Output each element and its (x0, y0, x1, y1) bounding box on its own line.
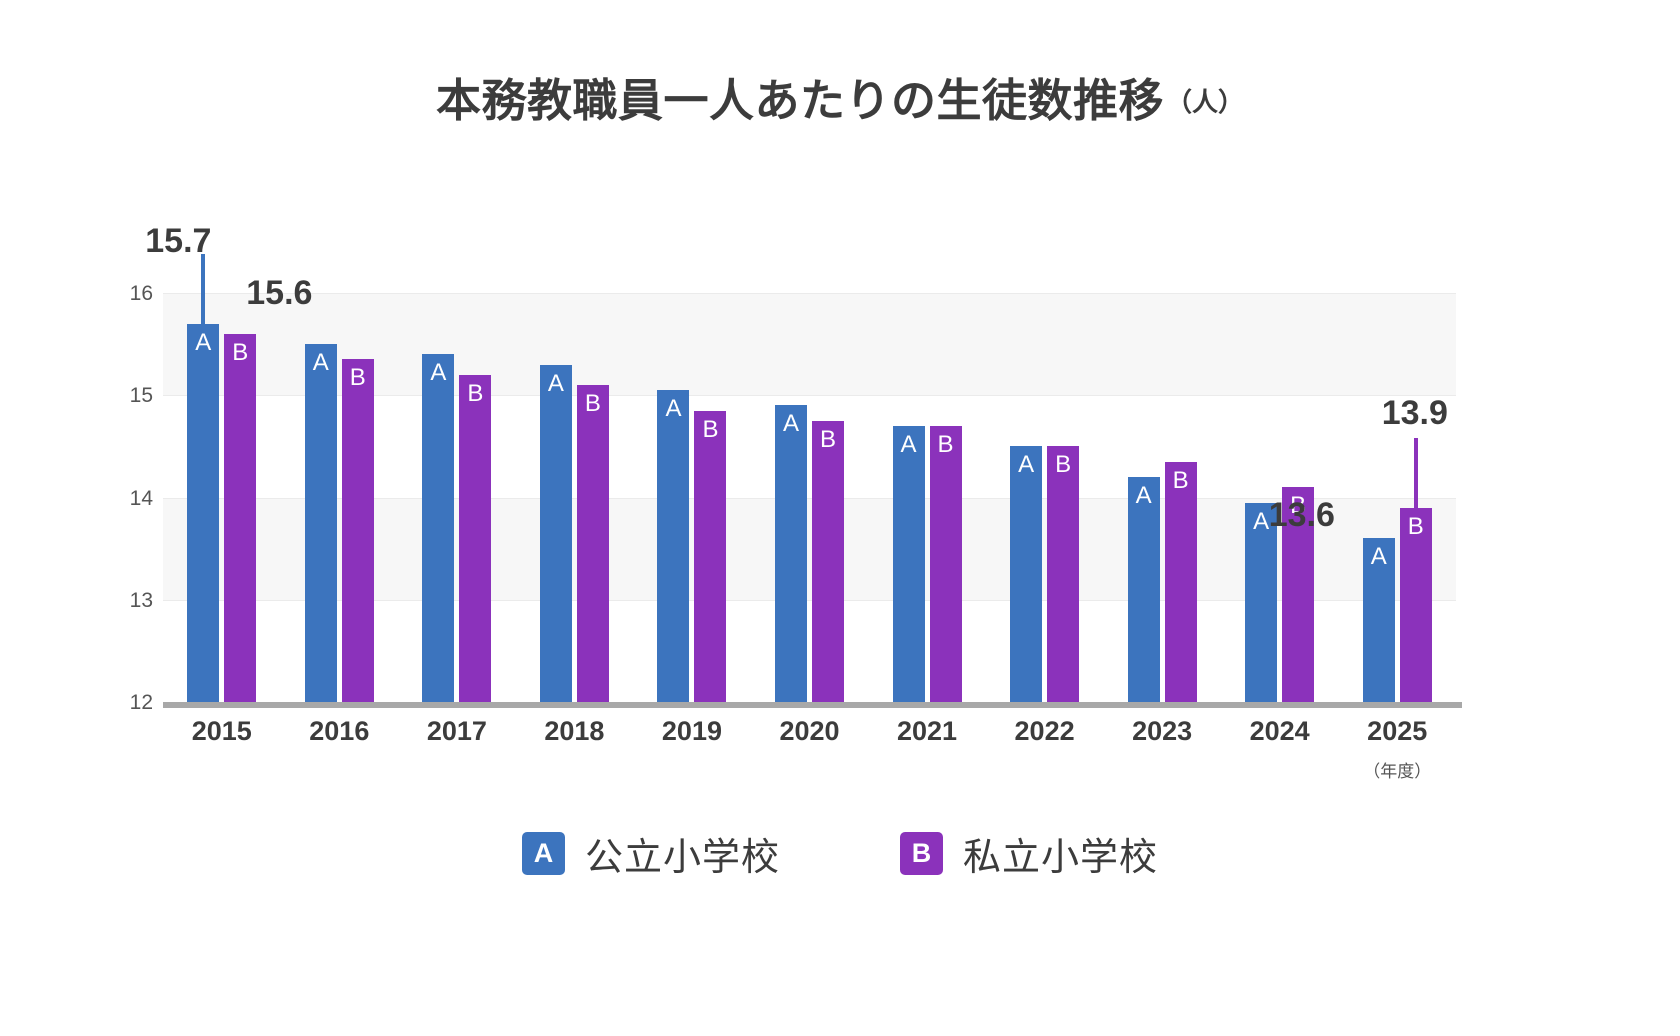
y-axis-tick-label: 16 (129, 282, 153, 305)
x-axis-line (163, 702, 1462, 708)
bar-a-2025[interactable]: A (1362, 538, 1395, 702)
bar-a-2024[interactable]: A (1245, 502, 1278, 702)
callout-leader-line (201, 253, 206, 326)
gridline (163, 599, 1456, 601)
legend-item-b[interactable]: B 私立小学校 (900, 826, 1158, 881)
bar-series-letter: A (312, 349, 329, 377)
bar-a-2021[interactable]: A (892, 425, 925, 702)
legend-swatch-a: A (521, 832, 565, 875)
bar-series-letter: B (819, 425, 836, 453)
x-axis-tick-2018: 2018 (544, 716, 605, 746)
bar-series-letter: B (1290, 492, 1307, 520)
y-axis-tick-label: 13 (129, 588, 153, 612)
bar-a-2023[interactable]: A (1127, 477, 1160, 702)
bar-series-letter: A (1253, 507, 1270, 535)
bar-series-letter: A (782, 410, 799, 438)
bar-series-letter: B (232, 338, 249, 366)
bar-a-2015[interactable]: A (187, 323, 220, 702)
bar-b-2021[interactable]: B (929, 425, 962, 702)
legend-swatch-b: B (900, 832, 943, 875)
x-axis-tick-2020: 2020 (779, 716, 840, 746)
bar-series-letter: B (1172, 466, 1189, 494)
bar-b-2025[interactable]: B (1399, 507, 1432, 702)
x-axis-tick-2022: 2022 (1014, 716, 1075, 746)
bar-series-letter: B (467, 379, 484, 407)
bar-b-2018[interactable]: B (576, 385, 609, 702)
bar-a-2020[interactable]: A (775, 405, 807, 702)
gridline (163, 395, 1456, 397)
value-callout-a-2015: 15.7 (145, 221, 212, 260)
x-axis-unit-label: （年度） (1363, 762, 1432, 781)
bar-series-letter: B (937, 430, 954, 458)
title-main-text: 本務教職員一人あたりの生徒数推移 (435, 75, 1164, 126)
y-axis-tick-label: 12 (129, 691, 153, 714)
legend-label-a: 公立小学校 (584, 837, 780, 879)
bar-a-2018[interactable]: A (539, 364, 572, 702)
callout-leader-line (1413, 437, 1418, 510)
x-axis-tick-2017: 2017 (426, 716, 487, 746)
bar-series-letter: A (900, 430, 917, 458)
bar-series-letter: A (1370, 543, 1387, 571)
bar-series-letter: B (702, 415, 719, 443)
x-axis-tick-2025: 2025 (1367, 716, 1428, 746)
bar-series-letter: A (430, 359, 447, 387)
bar-b-2020[interactable]: B (812, 420, 844, 702)
x-axis-tick-2019: 2019 (661, 716, 722, 746)
bar-b-2023[interactable]: B (1164, 461, 1197, 702)
y-axis-tick-label: 15 (129, 384, 153, 408)
value-callout-a-2025: 13.6 (1268, 496, 1335, 535)
x-axis-tick-2016: 2016 (309, 716, 370, 746)
bar-b-2016[interactable]: B (341, 359, 374, 702)
page-title: 本務教職員一人あたりの生徒数推移（人） (0, 78, 1680, 123)
bar-b-2015[interactable]: B (224, 333, 257, 702)
bar-series-letter: A (547, 369, 564, 397)
bar-b-2019[interactable]: B (694, 410, 727, 702)
bar-a-2019[interactable]: A (657, 390, 690, 702)
x-axis-tick-2024: 2024 (1249, 716, 1310, 746)
chart-legend: A 公立小学校 B 私立小学校 (0, 826, 1680, 881)
bar-a-2016[interactable]: A (304, 344, 337, 702)
bar-series-letter: B (349, 364, 366, 392)
title-unit-text: （人） (1166, 87, 1245, 117)
y-axis-tick-label: 14 (129, 486, 153, 510)
value-callout-b-2015: 15.6 (246, 273, 313, 312)
bar-a-2017[interactable]: A (422, 354, 455, 702)
bar-b-2024[interactable]: B (1282, 487, 1315, 702)
bar-series-letter: A (1018, 451, 1035, 479)
bar-b-2017[interactable]: B (459, 374, 492, 702)
bar-series-letter: A (1135, 482, 1152, 510)
bar-b-2022[interactable]: B (1047, 446, 1080, 702)
gridline (163, 497, 1456, 499)
x-axis-tick-2021: 2021 (896, 716, 958, 746)
bar-series-letter: A (195, 328, 212, 356)
background-band (163, 497, 1456, 600)
bar-series-letter: B (1055, 451, 1072, 479)
bar-series-letter: B (1407, 512, 1424, 540)
x-axis-tick-2023: 2023 (1132, 716, 1193, 746)
bar-series-letter: B (584, 390, 601, 418)
legend-item-a[interactable]: A 公立小学校 (521, 826, 780, 881)
value-callout-b-2025: 13.9 (1381, 393, 1448, 432)
bar-a-2022[interactable]: A (1010, 446, 1043, 702)
legend-label-b: 私立小学校 (963, 837, 1159, 879)
gridline (163, 293, 1456, 294)
bar-series-letter: A (665, 395, 682, 423)
background-band (163, 293, 1456, 396)
x-axis-tick-2015: 2015 (191, 716, 252, 746)
